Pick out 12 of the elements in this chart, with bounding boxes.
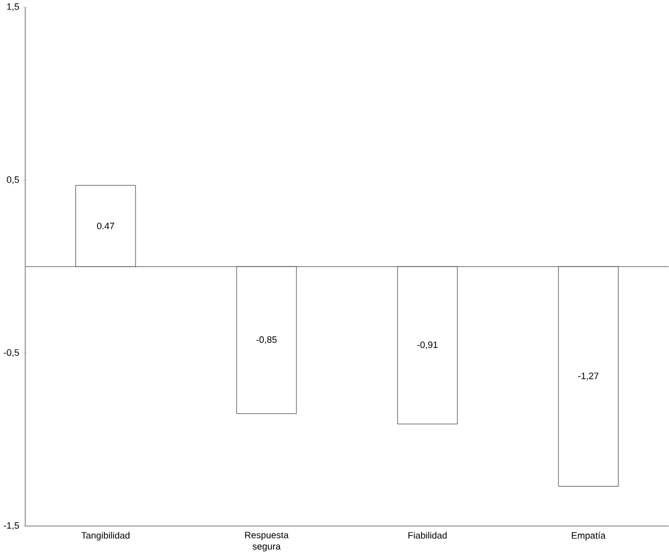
y-tick-label: 1,5 bbox=[7, 3, 19, 12]
x-tick-label: Empatía bbox=[572, 532, 606, 541]
y-tick-label: -1,5 bbox=[4, 522, 19, 530]
x-tick-label: Respuesta segura bbox=[245, 532, 289, 552]
y-tick-label: 0,5 bbox=[6, 176, 19, 184]
data-label: -1,27 bbox=[578, 372, 598, 380]
data-label: -0,85 bbox=[256, 336, 277, 344]
x-tick-label: Fiabilidad bbox=[408, 532, 447, 539]
data-label: -0,91 bbox=[417, 342, 438, 350]
y-tick-label: -0,5 bbox=[4, 349, 19, 357]
x-tick-label: Tangibilidad bbox=[81, 532, 130, 541]
data-label: 0.47 bbox=[96, 222, 114, 230]
